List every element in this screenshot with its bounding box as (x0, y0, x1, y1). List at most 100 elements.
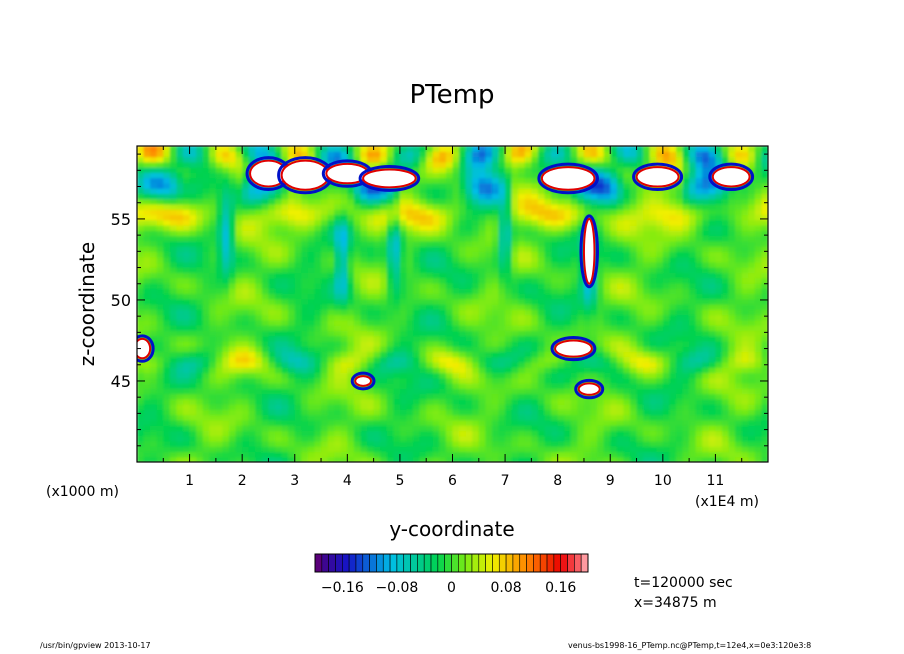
heatmap-cell (537, 235, 546, 242)
heatmap-cell (314, 393, 322, 400)
heatmap-cell (275, 456, 283, 462)
heatmap-cell (426, 377, 434, 384)
heatmap-cell (491, 430, 500, 437)
heatmap-cell (498, 177, 506, 184)
heatmap-cell (419, 151, 427, 158)
heatmap-cell (649, 272, 657, 279)
heatmap-cell (275, 361, 283, 368)
heatmap-cell (399, 425, 408, 431)
heatmap-cell (189, 409, 197, 416)
heatmap-cell (314, 282, 322, 289)
heatmap-cell (347, 267, 355, 273)
heatmap-cell (439, 172, 447, 179)
heatmap-cell (340, 151, 348, 158)
heatmap-cell (222, 214, 230, 221)
heatmap-cell (511, 235, 519, 242)
heatmap-cell (505, 425, 513, 431)
heatmap-cell (373, 209, 381, 216)
heatmap-cell (406, 425, 414, 431)
heatmap-cell (209, 409, 217, 416)
heatmap-cell (215, 325, 224, 331)
heatmap-cell (643, 425, 651, 431)
heatmap-cell (570, 440, 578, 447)
heatmap-cell (629, 330, 638, 337)
heatmap-cell (445, 298, 454, 305)
heatmap-cell (235, 288, 243, 295)
heatmap-cell (623, 319, 631, 326)
heatmap-cell (570, 261, 578, 268)
heatmap-cell (649, 372, 657, 379)
heatmap-cell (531, 309, 539, 316)
heatmap-cell (610, 325, 618, 331)
heatmap-cell (518, 156, 526, 163)
heatmap-cell (294, 151, 302, 158)
heatmap-cell (176, 193, 184, 200)
heatmap-cell (623, 225, 631, 231)
heatmap-cell (432, 277, 440, 284)
heatmap-cell (406, 214, 414, 221)
heatmap-cell (340, 393, 348, 400)
heatmap-cell (294, 377, 302, 384)
heatmap-cell (307, 314, 316, 321)
heatmap-cell (242, 219, 250, 226)
heatmap-cell (459, 398, 467, 405)
heatmap-cell (248, 319, 256, 326)
heatmap-cell (209, 277, 217, 284)
heatmap-cell (222, 388, 230, 395)
heatmap-cell (301, 377, 309, 384)
heatmap-cell (662, 240, 671, 247)
heatmap-cell (393, 282, 401, 289)
heatmap-cell (656, 209, 664, 216)
heatmap-cell (169, 298, 178, 305)
heatmap-cell (367, 330, 375, 337)
heatmap-cell (156, 314, 164, 321)
heatmap-cell (669, 335, 677, 342)
heatmap-cell (590, 288, 598, 295)
heatmap-cell (137, 304, 145, 310)
heatmap-cell (478, 240, 486, 247)
heatmap-cell (183, 293, 191, 300)
heatmap-cell (649, 388, 657, 395)
heatmap-cell (288, 272, 296, 279)
heatmap-cell (137, 172, 145, 179)
heatmap-cell (202, 209, 210, 216)
heatmap-cell (360, 288, 368, 295)
heatmap-cell (242, 367, 250, 374)
heatmap-cell (222, 198, 230, 205)
heatmap-cell (176, 161, 184, 168)
heatmap-cell (163, 414, 171, 421)
heatmap-cell (432, 203, 440, 210)
heatmap-cell (537, 272, 546, 279)
heatmap-cell (445, 351, 454, 358)
heatmap-cell (478, 325, 486, 331)
heatmap-cell (662, 446, 671, 453)
heatmap-cell (183, 446, 191, 453)
heatmap-cell (557, 267, 565, 273)
heatmap-cell (347, 304, 355, 310)
heatmap-cell (340, 314, 348, 321)
heatmap-cell (281, 219, 289, 226)
heatmap-cell (399, 219, 408, 226)
heatmap-cell (307, 193, 316, 200)
heatmap-cell (583, 203, 592, 210)
heatmap-cell (518, 430, 526, 437)
heatmap-cell (505, 167, 513, 173)
heatmap-cell (393, 293, 401, 300)
heatmap-cell (590, 409, 598, 416)
heatmap-cell (603, 298, 611, 305)
heatmap-cell (636, 451, 644, 458)
heatmap-cell (610, 177, 618, 184)
heatmap-cell (196, 156, 204, 163)
heatmap-cell (491, 356, 500, 363)
heatmap-cell (649, 430, 657, 437)
heatmap-cell (518, 419, 526, 426)
heatmap-cell (656, 309, 664, 316)
heatmap-cell (636, 230, 644, 237)
heatmap-cell (498, 361, 506, 368)
heatmap-cell (229, 372, 237, 379)
heatmap-cell (281, 203, 289, 210)
heatmap-cell (524, 361, 532, 368)
heatmap-cell (209, 282, 217, 289)
heatmap-cell (662, 440, 671, 447)
heatmap-cell (314, 198, 322, 205)
